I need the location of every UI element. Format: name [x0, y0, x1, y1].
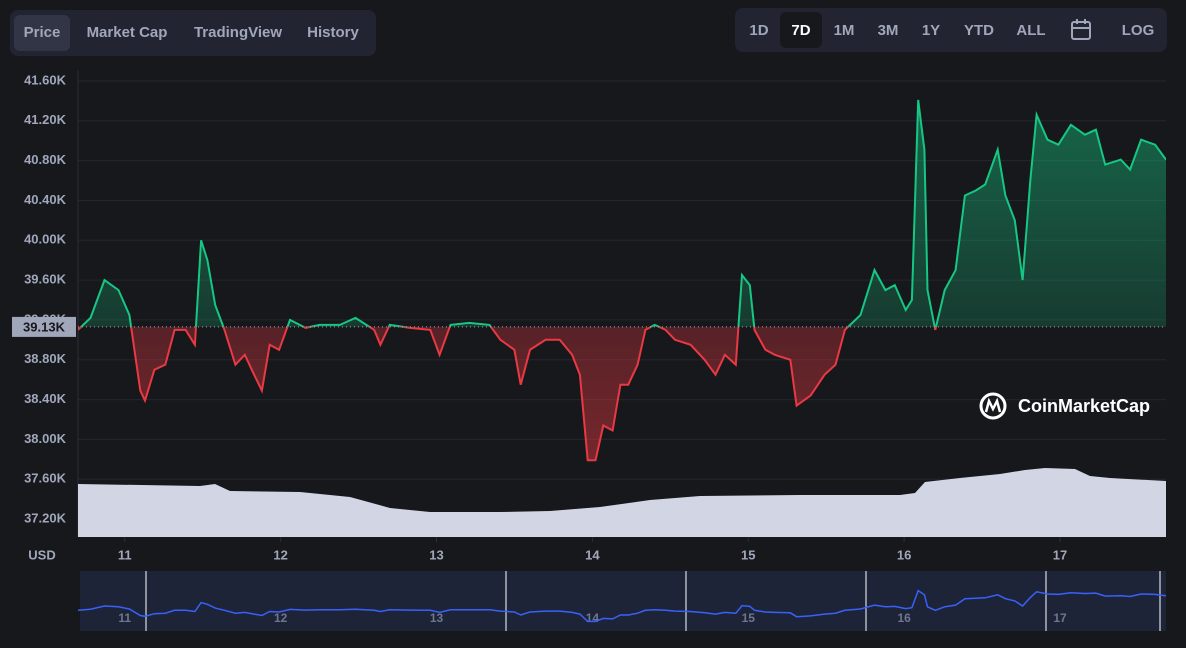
tab[interactable]: History [307, 24, 359, 41]
x-tick-label: 17 [1053, 547, 1067, 562]
navigator-label: 13 [430, 611, 444, 625]
navigator-line [77, 589, 1167, 623]
y-tick-label: 40.00K [24, 232, 67, 247]
navigator-label: 14 [586, 611, 600, 625]
y-tick-label: 38.80K [24, 351, 67, 366]
y-tick-label: 38.40K [24, 391, 67, 406]
volume-area [78, 468, 1166, 537]
range-button[interactable]: 7D [791, 22, 810, 39]
area-down [78, 326, 1166, 461]
tab-bar [10, 10, 376, 56]
tab[interactable]: TradingView [194, 24, 282, 41]
tab-active [14, 15, 70, 51]
watermark-text: CoinMarketCap [1018, 396, 1150, 416]
range-active [780, 12, 822, 48]
price-line-down [78, 326, 938, 462]
range-button[interactable]: 1D [749, 22, 768, 39]
baseline-label: 39.13K [23, 319, 66, 334]
y-tick-label: 41.60K [24, 72, 67, 87]
range-button[interactable]: 1Y [922, 22, 940, 39]
y-tick-label: 37.20K [24, 511, 67, 526]
x-tick-label: 15 [741, 547, 755, 562]
tab[interactable]: Price [24, 24, 61, 41]
navigator-label: 16 [897, 611, 911, 625]
x-tick-label: 13 [429, 547, 443, 562]
y-axis-unit: USD [28, 547, 55, 562]
navigator-handles [145, 571, 1161, 631]
watermark: CoinMarketCap [979, 392, 1150, 420]
range-button[interactable]: 3M [878, 22, 899, 39]
range-button[interactable]: ALL [1016, 22, 1045, 39]
range-button[interactable]: YTD [964, 22, 994, 39]
y-tick-label: 39.60K [24, 272, 67, 287]
y-tick-label: 40.40K [24, 192, 67, 207]
navigator-label: 11 [118, 611, 131, 625]
x-tick-label: 14 [585, 547, 600, 562]
range-button[interactable]: 1M [834, 22, 855, 39]
range-bar [735, 8, 1167, 52]
area-up [81, 99, 1166, 327]
navigator-label: 12 [274, 611, 288, 625]
baseline-label-bg [12, 316, 76, 337]
x-tick-label: 16 [897, 547, 911, 562]
y-tick-label: 37.60K [24, 471, 67, 486]
y-tick-label: 38.00K [24, 431, 67, 446]
navigator-label: 15 [742, 611, 756, 625]
price-line-up [79, 99, 1166, 327]
y-tick-label: 41.20K [24, 112, 67, 127]
navigator [80, 571, 1166, 631]
y-tick-label: 40.80K [24, 152, 67, 167]
log-button[interactable]: LOG [1122, 22, 1155, 39]
x-tick-label: 12 [273, 547, 287, 562]
navigator-label: 17 [1053, 611, 1067, 625]
x-tick-label: 11 [118, 547, 132, 562]
tab[interactable]: Market Cap [87, 24, 168, 41]
calendar-icon[interactable] [1071, 19, 1091, 40]
